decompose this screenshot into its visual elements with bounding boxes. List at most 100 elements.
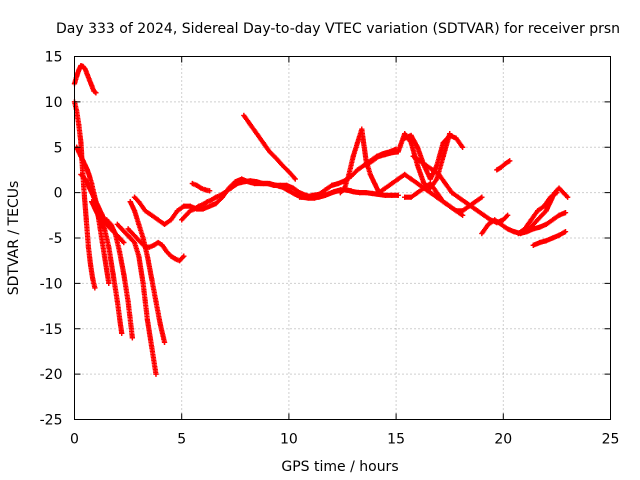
data-point: [90, 276, 96, 282]
data-point: [241, 179, 247, 185]
data-point: [337, 190, 343, 196]
data-point: [78, 153, 84, 159]
data-point: [515, 230, 521, 237]
data-point: [507, 158, 513, 164]
data-point: [522, 226, 528, 232]
data-point: [121, 271, 127, 277]
data-point: [363, 158, 369, 164]
data-point: [138, 239, 144, 246]
data-point: [93, 90, 99, 96]
data-point: [153, 298, 159, 305]
data-point: [181, 253, 187, 259]
data-point: [547, 194, 554, 200]
data-point: [524, 229, 530, 235]
series-8: [127, 199, 168, 345]
data-point: [168, 217, 174, 223]
data-point: [331, 189, 337, 195]
data-point: [562, 209, 569, 216]
data-point: [530, 221, 536, 227]
data-point: [142, 208, 148, 214]
data-point: [101, 253, 108, 259]
data-point: [543, 221, 549, 227]
data-point: [395, 149, 401, 155]
data-point: [382, 192, 388, 198]
data-point: [427, 180, 434, 187]
data-point: [161, 339, 168, 345]
data-point: [149, 212, 155, 218]
data-point: [86, 77, 93, 83]
data-point: [376, 190, 382, 196]
series-20: [494, 158, 513, 173]
data-point: [183, 212, 189, 218]
data-point: [376, 153, 382, 159]
data-point: [560, 190, 566, 196]
data-point: [149, 344, 155, 350]
data-point: [228, 185, 234, 191]
data-point: [189, 180, 196, 187]
data-point: [550, 235, 556, 241]
data-point: [286, 169, 292, 175]
data-point: [556, 232, 562, 238]
data-point: [350, 153, 356, 159]
data-point: [273, 155, 279, 161]
data-point: [292, 191, 298, 198]
data-point: [309, 192, 316, 198]
series-11: [179, 178, 401, 223]
data-point: [125, 298, 131, 305]
x-tick-label: 10: [280, 432, 298, 448]
data-point: [136, 221, 142, 227]
data-point: [447, 132, 453, 139]
data-point: [140, 235, 146, 241]
data-point: [87, 262, 94, 268]
data-point: [194, 182, 200, 188]
data-point: [155, 239, 161, 246]
data-point: [389, 150, 395, 156]
chart-title: Day 333 of 2024, Sidereal Day-to-day VTE…: [56, 21, 620, 37]
data-point: [556, 185, 562, 191]
data-point: [354, 167, 361, 173]
data-point: [324, 191, 331, 198]
y-tick-label: 10: [45, 95, 63, 111]
data-point: [346, 171, 352, 178]
data-point: [427, 176, 434, 182]
data-point: [131, 239, 138, 246]
data-point: [556, 212, 562, 218]
data-point: [354, 140, 361, 146]
data-point: [472, 199, 479, 205]
data-point: [101, 226, 108, 232]
data-point: [159, 242, 166, 248]
data-point: [562, 229, 569, 235]
data-point: [414, 144, 421, 150]
data-point: [82, 176, 88, 182]
y-tick-label: -15: [40, 322, 63, 338]
data-point: [402, 171, 408, 178]
data-point: [136, 253, 142, 259]
data-point: [455, 194, 461, 200]
data-point: [395, 192, 401, 198]
series-21: [479, 209, 569, 237]
data-point: [342, 185, 348, 191]
data-point: [114, 298, 120, 305]
data-point: [129, 230, 135, 237]
data-point: [382, 185, 388, 191]
data-point: [200, 206, 206, 212]
data-point: [129, 335, 135, 341]
data-point: [498, 164, 504, 170]
data-point: [140, 280, 146, 286]
data-point: [146, 244, 153, 250]
series-13: [241, 112, 298, 182]
data-point: [80, 63, 86, 70]
data-point: [92, 285, 98, 291]
data-point: [421, 185, 427, 191]
data-point: [76, 121, 82, 128]
data-point: [402, 194, 408, 200]
data-point: [479, 194, 485, 200]
data-point: [76, 149, 82, 155]
data-point: [453, 208, 459, 214]
data-point: [260, 180, 266, 187]
data-point: [104, 267, 110, 273]
data-point: [131, 194, 138, 200]
data-point: [93, 208, 99, 214]
data-point: [414, 180, 421, 187]
